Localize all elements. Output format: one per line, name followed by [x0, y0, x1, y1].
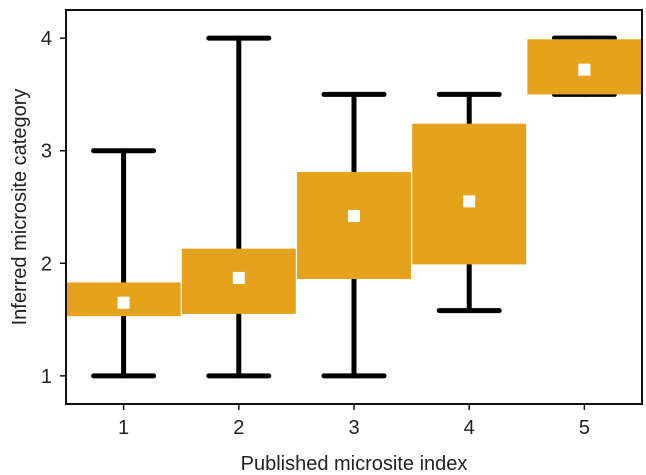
mean-marker [463, 195, 476, 208]
mean-marker [232, 271, 245, 284]
plot-marks [66, 35, 642, 379]
x-tick-label: 2 [233, 417, 244, 439]
y-axis-title: Inferred microsite category [9, 89, 31, 326]
x-axis: 1 2 3 4 5 [118, 404, 590, 439]
iqr-box [412, 123, 527, 265]
box-group-2 [181, 35, 296, 379]
x-tick-label: 5 [579, 417, 590, 439]
y-tick-label: 3 [41, 141, 52, 163]
x-tick-label: 3 [348, 417, 359, 439]
mean-marker [578, 63, 591, 76]
box-group-5 [527, 35, 642, 97]
mean-marker [348, 210, 360, 223]
mean-marker [117, 296, 130, 309]
x-axis-title: Published microsite index [241, 453, 468, 475]
y-tick-label: 4 [41, 28, 52, 50]
iqr-box [297, 172, 411, 280]
box-group-4 [412, 91, 527, 314]
y-tick-label: 1 [41, 366, 52, 388]
y-axis: 1 2 3 4 [41, 28, 66, 388]
box-group-3 [297, 91, 411, 379]
y-tick-label: 2 [41, 253, 52, 275]
box-group-1 [66, 148, 181, 379]
x-tick-label: 1 [118, 417, 129, 439]
x-tick-label: 4 [464, 417, 475, 439]
